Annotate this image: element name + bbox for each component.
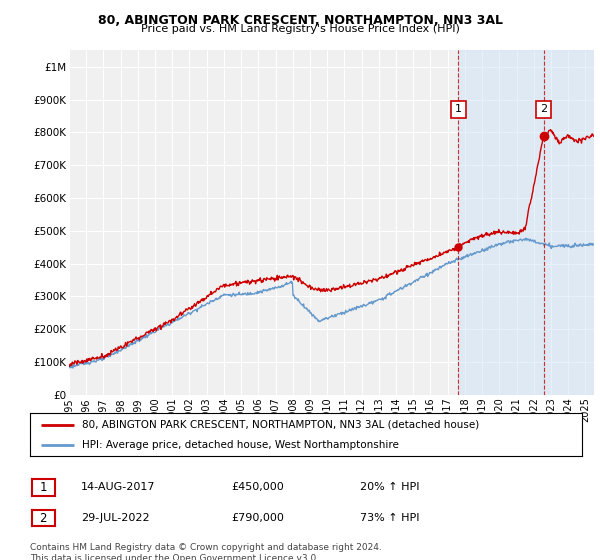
Bar bbox=[544, 50, 594, 395]
Text: Contains HM Land Registry data © Crown copyright and database right 2024.
This d: Contains HM Land Registry data © Crown c… bbox=[30, 543, 382, 560]
Text: 80, ABINGTON PARK CRESCENT, NORTHAMPTON, NN3 3AL: 80, ABINGTON PARK CRESCENT, NORTHAMPTON,… bbox=[97, 14, 503, 27]
Bar bbox=[458, 50, 544, 395]
Text: £450,000: £450,000 bbox=[231, 482, 284, 492]
Text: Price paid vs. HM Land Registry's House Price Index (HPI): Price paid vs. HM Land Registry's House … bbox=[140, 24, 460, 34]
Text: £790,000: £790,000 bbox=[231, 513, 284, 523]
Text: 1: 1 bbox=[455, 105, 462, 114]
Text: 20% ↑ HPI: 20% ↑ HPI bbox=[360, 482, 419, 492]
Text: 73% ↑ HPI: 73% ↑ HPI bbox=[360, 513, 419, 523]
Text: 1: 1 bbox=[40, 480, 47, 494]
Text: 14-AUG-2017: 14-AUG-2017 bbox=[81, 482, 155, 492]
Text: 2: 2 bbox=[40, 511, 47, 525]
Text: 29-JUL-2022: 29-JUL-2022 bbox=[81, 513, 149, 523]
Text: HPI: Average price, detached house, West Northamptonshire: HPI: Average price, detached house, West… bbox=[82, 441, 400, 450]
Text: 80, ABINGTON PARK CRESCENT, NORTHAMPTON, NN3 3AL (detached house): 80, ABINGTON PARK CRESCENT, NORTHAMPTON,… bbox=[82, 420, 479, 430]
Text: 2: 2 bbox=[540, 105, 547, 114]
